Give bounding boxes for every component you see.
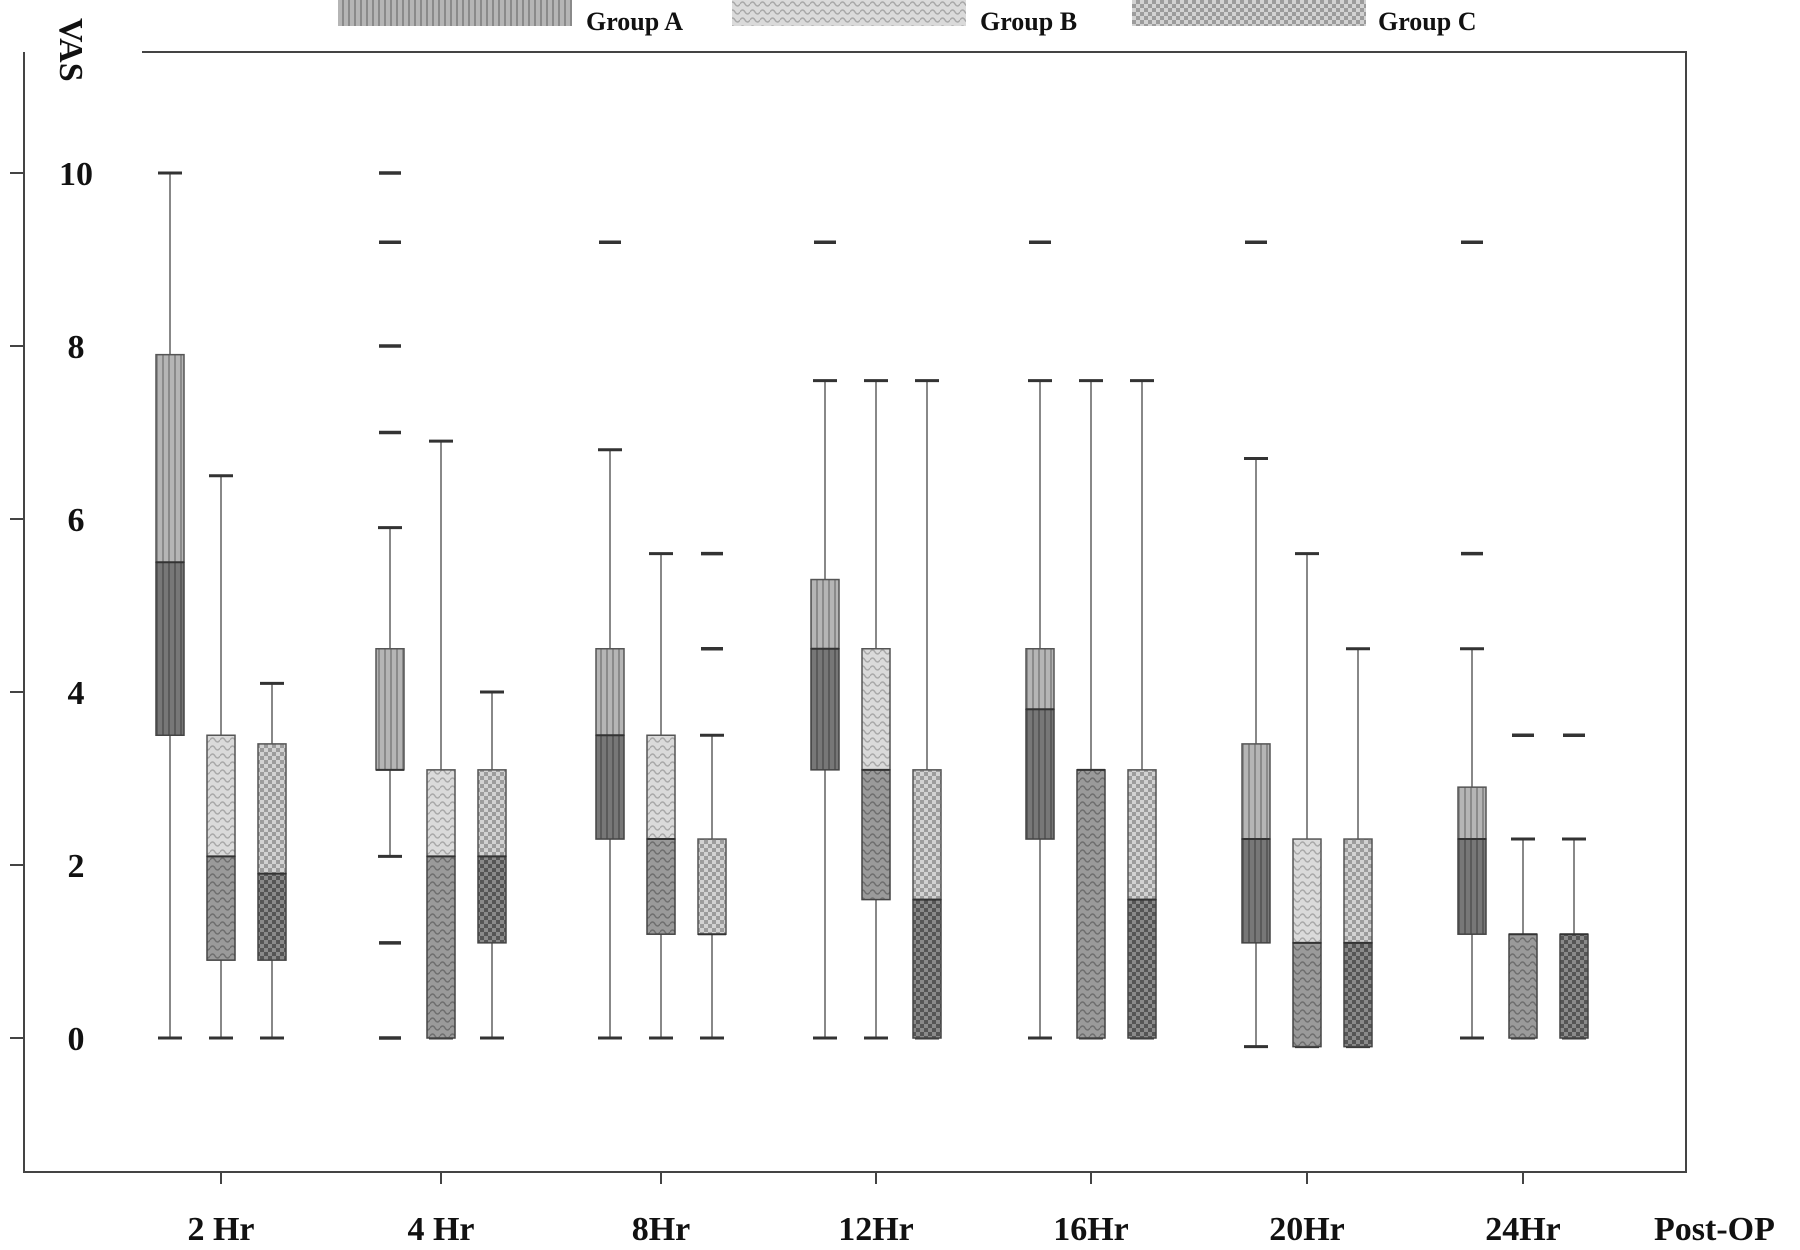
legend: Group A Group B Group C: [338, 0, 1477, 36]
box-lower: [1457, 838, 1487, 935]
box-upper: [646, 734, 676, 840]
box-upper: [375, 648, 405, 771]
box-group-c-0: [257, 681, 287, 1040]
box-group-c-3: [912, 379, 942, 1040]
box-upper: [477, 769, 507, 858]
box-group-a-5: [1241, 240, 1271, 1049]
box-group-b-0: [206, 474, 236, 1040]
y-tick-label: 2: [68, 848, 85, 885]
box-group-c-5: [1343, 647, 1373, 1049]
box-lower: [1343, 942, 1373, 1048]
box-lower: [1559, 933, 1589, 1039]
box-group-a-2: [595, 240, 625, 1040]
legend-swatch-group-a: [338, 0, 572, 26]
box-lower: [595, 734, 625, 840]
y-tick-label: 10: [59, 156, 93, 193]
box-group-b-2: [646, 552, 676, 1040]
y-tick-label: 4: [68, 675, 85, 712]
box-lower: [810, 648, 840, 771]
box-upper: [1343, 838, 1373, 944]
plot-frame: [23, 51, 1687, 1173]
box-group-b-1: [426, 439, 456, 1040]
box-lower: [1292, 942, 1322, 1048]
x-category-label: 4 Hr: [407, 1211, 474, 1248]
box-groups: [155, 171, 1589, 1049]
legend-swatch-group-b: [732, 0, 966, 26]
box-group-c-1: [477, 690, 507, 1040]
box-group-a-1: [375, 171, 405, 1040]
box-upper: [155, 353, 185, 563]
box-group-b-6: [1508, 733, 1538, 1040]
box-lower: [646, 838, 676, 935]
box-lower: [206, 855, 236, 961]
box-group-c-6: [1559, 733, 1589, 1040]
box-upper: [1292, 838, 1322, 944]
y-tick-label: 0: [68, 1021, 85, 1058]
box-group-c-2: [697, 551, 727, 1040]
box-upper: [595, 648, 625, 736]
box-upper: [1457, 786, 1487, 840]
box-lower: [426, 855, 456, 1039]
x-category-label: 16Hr: [1053, 1211, 1129, 1248]
box-group-a-6: [1457, 240, 1487, 1040]
legend-label-group-b: Group B: [980, 7, 1077, 36]
box-upper: [697, 838, 727, 935]
box-upper: [912, 769, 942, 901]
box-upper: [861, 648, 891, 771]
x-category-label: 20Hr: [1269, 1211, 1345, 1248]
legend-label-group-c: Group C: [1378, 7, 1477, 36]
box-group-b-5: [1292, 552, 1322, 1049]
y-axis: 0 2 4 6 8 10: [10, 156, 93, 1058]
legend-label-group-a: Group A: [586, 7, 683, 36]
box-upper: [810, 578, 840, 650]
box-lower: [257, 872, 287, 961]
box-lower: [155, 561, 185, 736]
x-axis: 2 Hr 4 Hr 8Hr 12Hr 16Hr 20Hr 24Hr: [187, 1172, 1561, 1248]
box-upper: [1025, 648, 1055, 711]
legend-swatch-group-c: [1132, 0, 1366, 26]
box-upper: [1241, 743, 1271, 840]
box-lower: [1025, 708, 1055, 840]
box-group-c-4: [1127, 379, 1157, 1040]
box-group-a-0: [155, 171, 185, 1040]
y-axis-title: VAS: [52, 18, 89, 82]
x-category-label: 2 Hr: [187, 1211, 254, 1248]
x-category-label: 24Hr: [1485, 1211, 1561, 1248]
y-tick-label: 8: [68, 329, 85, 366]
x-category-label: 8Hr: [632, 1211, 691, 1248]
box-lower: [912, 898, 942, 1039]
box-lower: [1508, 933, 1538, 1039]
box-upper: [426, 769, 456, 858]
x-axis-title: Post-OP: [1654, 1211, 1775, 1248]
box-upper: [206, 734, 236, 858]
y-tick-label: 6: [68, 502, 85, 539]
box-group-b-3: [861, 379, 891, 1040]
box-lower: [477, 855, 507, 944]
box-upper: [257, 743, 287, 875]
box-lower: [1241, 838, 1271, 944]
box-lower: [861, 769, 891, 901]
box-group-b-4: [1076, 379, 1106, 1040]
box-lower: [1076, 769, 1106, 1039]
x-category-label: 12Hr: [838, 1211, 914, 1248]
box-group-a-4: [1025, 240, 1055, 1040]
box-upper: [1127, 769, 1157, 901]
box-group-a-3: [810, 240, 840, 1040]
box-lower: [1127, 898, 1157, 1039]
